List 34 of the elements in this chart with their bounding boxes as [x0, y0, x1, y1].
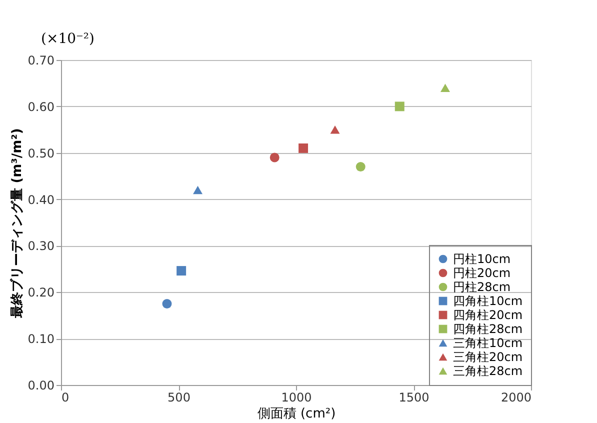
- legend-label: 四角柱28cm: [453, 322, 523, 336]
- legend-label: 円柱20cm: [453, 266, 511, 280]
- y-tick-label: 0.20: [28, 286, 54, 300]
- text: (×10⁻²): [41, 31, 94, 47]
- x-tick-label: 500: [168, 390, 190, 404]
- y-axis-title: 最終ブリーディング量 (m³/m²): [8, 128, 25, 319]
- x-tick-label: 1500: [398, 390, 430, 404]
- y-tick-label: 0.50: [28, 146, 54, 160]
- legend-label: 三角柱10cm: [453, 336, 523, 350]
- x-tick-label: 1000: [281, 390, 312, 404]
- point: [176, 266, 186, 276]
- legend-label: 三角柱20cm: [453, 350, 523, 364]
- y-tick-label: 0.10: [28, 332, 54, 346]
- y-tick-label: 0.00: [28, 378, 54, 392]
- point: [330, 126, 340, 134]
- x-tick-label: 0: [62, 390, 70, 404]
- legend-label: 円柱10cm: [453, 252, 511, 266]
- y-tick-label: 0.30: [28, 239, 54, 254]
- legend-label: 三角柱28cm: [453, 364, 523, 378]
- legend-label: 円柱28cm: [453, 280, 511, 294]
- y-tick-label: 0.40: [28, 192, 54, 207]
- x-tick-label: 2000: [500, 390, 532, 404]
- x-axis-title: 側面積 (cm²): [257, 406, 336, 422]
- point: [298, 143, 308, 153]
- legend-label: 四角柱20cm: [453, 308, 523, 322]
- point: [440, 84, 450, 92]
- y-tick-label: 0.60: [28, 100, 54, 114]
- point: [193, 186, 203, 194]
- point: [162, 299, 172, 308]
- legend-label: 四角柱10cm: [453, 294, 523, 308]
- point: [356, 162, 366, 172]
- point: [394, 102, 404, 112]
- point: [270, 152, 280, 162]
- y-tick-label: 0.70: [28, 54, 54, 68]
